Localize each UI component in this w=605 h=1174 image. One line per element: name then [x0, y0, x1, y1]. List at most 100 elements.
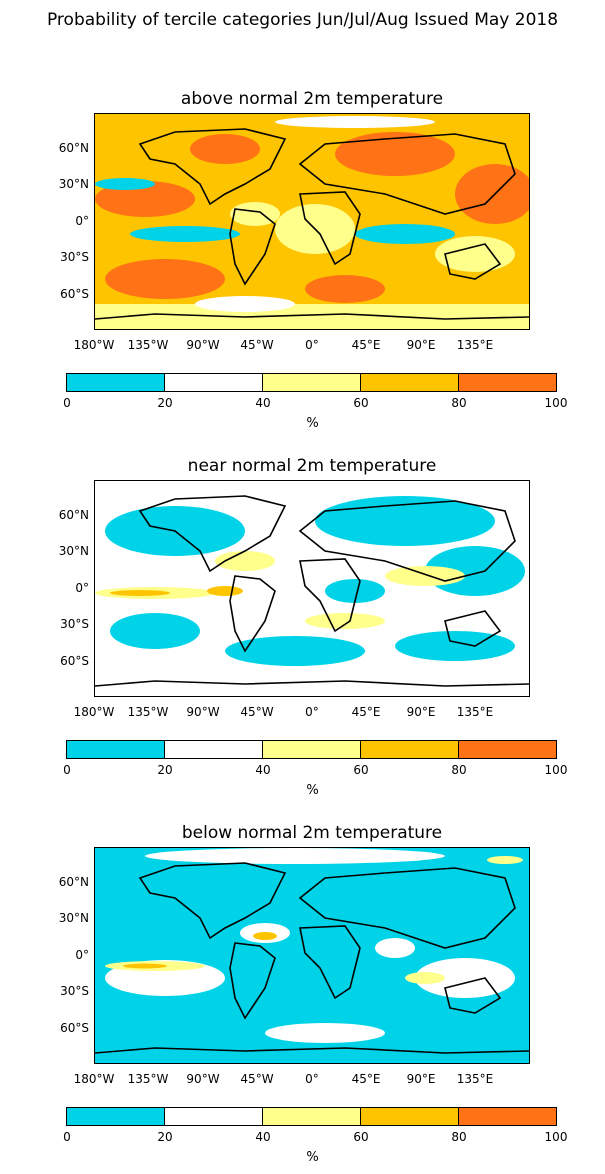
lat-label: 30°S [60, 617, 89, 631]
colorbar-tick: 20 [157, 1130, 173, 1144]
colorbar-tick: 20 [157, 396, 173, 410]
colorbar-tick: 100 [544, 763, 568, 777]
lon-label: 45°W [240, 338, 274, 352]
lat-label: 60°S [60, 1021, 89, 1035]
colorbar-tick: 0 [63, 763, 71, 777]
colorbar-segment [262, 374, 360, 391]
panel-near-normal: near normal 2m temperature [0, 456, 605, 805]
probability-patch [305, 275, 385, 303]
probability-patch [190, 134, 260, 164]
lon-label: 90°E [406, 705, 436, 719]
panel-title: below normal 2m temperature [181, 823, 443, 843]
colorbar-segment [458, 1108, 556, 1125]
probability-patch [145, 848, 445, 864]
probability-patch [95, 304, 529, 329]
lat-label: 30°N [58, 544, 89, 558]
lat-label: 30°N [58, 177, 89, 191]
continent-outlines [95, 862, 529, 1054]
colorbar-segment [360, 1108, 458, 1125]
probability-patch [207, 586, 243, 596]
probability-patch [110, 613, 200, 649]
map-near-normal [94, 480, 530, 697]
colorbar-tick: 60 [353, 396, 369, 410]
probability-patch [195, 296, 295, 312]
lon-label: 90°W [186, 338, 220, 352]
colorbar-tick: 100 [544, 1130, 568, 1144]
probability-patch [305, 613, 385, 629]
colorbar-segment [360, 374, 458, 391]
probability-patch [335, 132, 455, 176]
lon-label: 45°W [240, 705, 274, 719]
panel-title: near normal 2m temperature [187, 456, 437, 476]
lon-label: 90°E [406, 1072, 436, 1086]
probability-patch [487, 856, 523, 864]
lon-label: 135°E [456, 338, 494, 352]
panel-title: above normal 2m temperature [180, 89, 444, 109]
colorbar-segment [67, 374, 164, 391]
lat-label: 30°N [58, 911, 89, 925]
lat-label: 60°S [60, 654, 89, 668]
colorbar-segment [262, 741, 360, 758]
colorbar-unit: % [306, 783, 319, 798]
probability-patch [105, 259, 225, 299]
colorbar-tick: 60 [353, 763, 369, 777]
figure-title: Probability of tercile categories Jun/Ju… [46, 10, 559, 30]
lon-label: 180°W [73, 705, 115, 719]
lon-label: 180°W [73, 338, 115, 352]
probability-patch [275, 116, 435, 128]
colorbar-tick: 100 [544, 396, 568, 410]
lon-label: 90°W [186, 705, 220, 719]
lat-label: 60°S [60, 287, 89, 301]
probability-patch [110, 590, 170, 596]
lat-label: 0° [75, 581, 89, 595]
probability-patch [215, 551, 275, 571]
colorbar-segment [164, 1108, 262, 1125]
lat-label: 60°N [58, 508, 89, 522]
lat-label: 0° [75, 214, 89, 228]
probability-patch [325, 579, 385, 603]
colorbar-segment [458, 374, 556, 391]
colorbar [66, 373, 557, 392]
colorbar-tick: 40 [255, 396, 271, 410]
continent-outlines [95, 128, 529, 320]
colorbar-segment [458, 741, 556, 758]
colorbar-segment [164, 374, 262, 391]
colorbar-segment [164, 741, 262, 758]
colorbar-segment [67, 1108, 164, 1125]
colorbar-tick: 80 [451, 1130, 467, 1144]
lat-label: 60°N [58, 875, 89, 889]
lon-label: 135°W [127, 1072, 169, 1086]
probability-patch [253, 932, 277, 940]
colorbar-segment [67, 741, 164, 758]
probability-patch [225, 636, 365, 666]
lon-label: 135°W [127, 338, 169, 352]
probability-patch [95, 178, 155, 190]
colorbar-tick: 20 [157, 763, 173, 777]
probability-patch [405, 972, 445, 984]
lon-label: 45°E [351, 705, 381, 719]
lat-label: 30°S [60, 984, 89, 998]
probability-patch [95, 181, 195, 217]
colorbar-tick: 0 [63, 396, 71, 410]
panel-below-normal: below normal 2m temperature [0, 823, 605, 1172]
probability-patch [395, 631, 515, 661]
colorbar-segment [262, 1108, 360, 1125]
lon-label: 135°E [456, 1072, 494, 1086]
colorbar-segment [360, 741, 458, 758]
lon-label: 45°E [351, 1072, 381, 1086]
probability-patch [385, 566, 465, 586]
probability-patch [130, 226, 240, 242]
lon-label: 0° [305, 338, 319, 352]
probability-patch [123, 963, 167, 969]
map-above-normal [94, 113, 530, 330]
probability-patch [375, 938, 415, 958]
colorbar [66, 740, 557, 759]
lon-label: 135°W [127, 705, 169, 719]
colorbar-tick: 0 [63, 1130, 71, 1144]
continent-outlines [95, 495, 529, 687]
lon-label: 135°E [456, 705, 494, 719]
panel-above-normal: above normal 2m temperature [0, 89, 605, 438]
colorbar-tick: 80 [451, 763, 467, 777]
lat-label: 60°N [58, 141, 89, 155]
probability-patch [230, 202, 280, 226]
